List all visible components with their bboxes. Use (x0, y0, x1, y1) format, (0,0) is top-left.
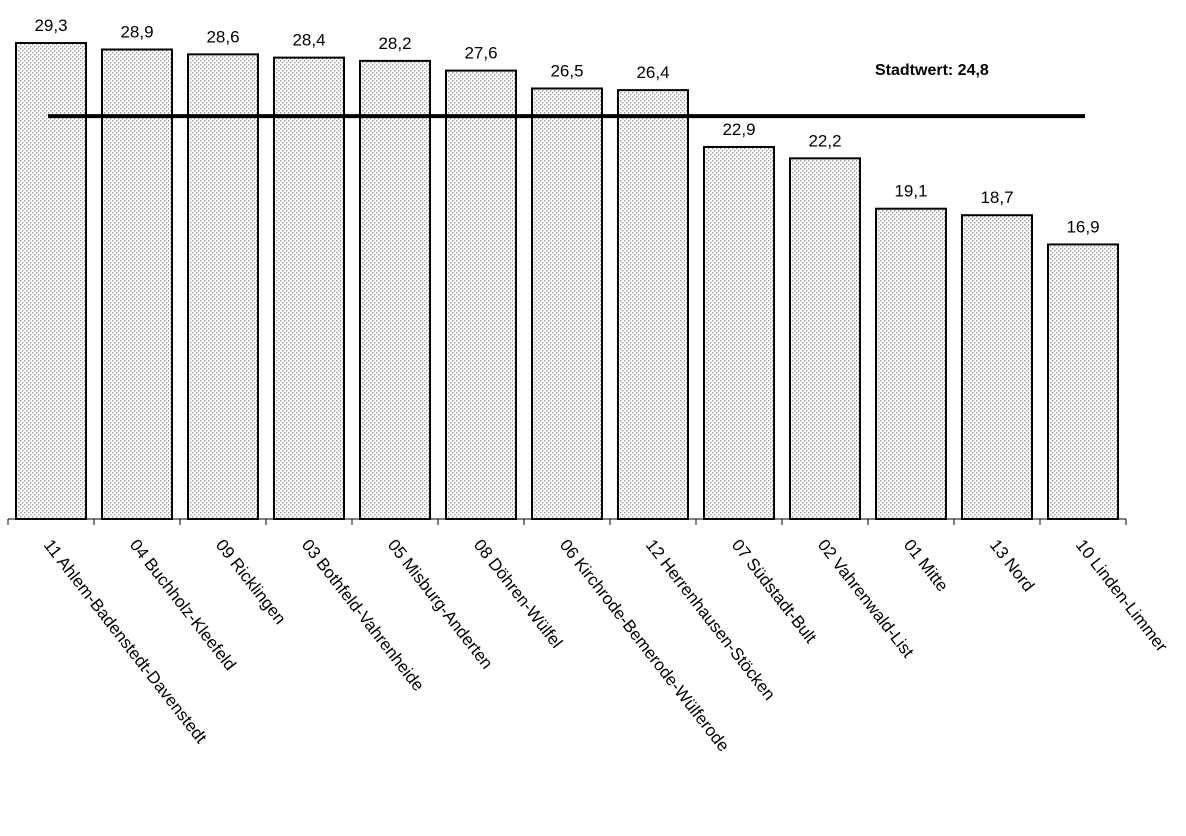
value-label: 28,4 (292, 31, 325, 50)
category-label: 02 Vahrenwald-List (814, 536, 918, 662)
reference-line-label: Stadtwert: 24,8 (875, 62, 989, 79)
value-label: 19,1 (894, 182, 927, 201)
bar (531, 87, 603, 520)
bar (875, 207, 947, 520)
bar (961, 214, 1033, 520)
bar (101, 48, 173, 521)
category-label: 06 Kirchrode-Bemerode-Wülferode (556, 536, 733, 755)
category-label: 07 Südstadt-Bult (728, 536, 821, 647)
bar (789, 157, 861, 521)
bars-layer (15, 42, 1119, 521)
value-label: 18,7 (980, 188, 1013, 207)
category-label: 13 Nord (986, 536, 1038, 595)
x-axis (7, 518, 1127, 525)
bar (187, 53, 259, 521)
value-label: 28,6 (206, 27, 239, 46)
value-label: 29,3 (34, 16, 67, 35)
bar (617, 89, 689, 520)
value-label: 16,9 (1066, 217, 1099, 236)
bar (273, 56, 345, 521)
category-label: 11 Ahlem-Badenstedt-Davenstedt (40, 536, 211, 747)
category-label: 01 Mitte (900, 536, 952, 595)
value-label: 28,9 (120, 22, 153, 41)
bar (1047, 243, 1119, 520)
value-label: 28,2 (378, 34, 411, 53)
category-label: 10 Linden-Limmer (1072, 536, 1172, 656)
value-labels: 29,3 28,9 28,6 28,4 28,2 27,6 26,5 26,4 22,9 22,2… (34, 16, 1099, 236)
value-label: 26,4 (636, 63, 669, 82)
value-label: 22,2 (808, 131, 841, 150)
bar (445, 69, 517, 521)
value-label: 27,6 (464, 44, 497, 63)
category-label: 09 Ricklingen (212, 536, 290, 628)
value-label: 22,9 (722, 120, 755, 139)
reference-line-group: Stadtwert: 24,8 (48, 62, 1085, 119)
value-label: 26,5 (550, 61, 583, 80)
bar (703, 145, 775, 521)
category-label: 08 Döhren-Wülfel (470, 536, 566, 652)
bar (359, 59, 431, 521)
bar (15, 42, 87, 520)
